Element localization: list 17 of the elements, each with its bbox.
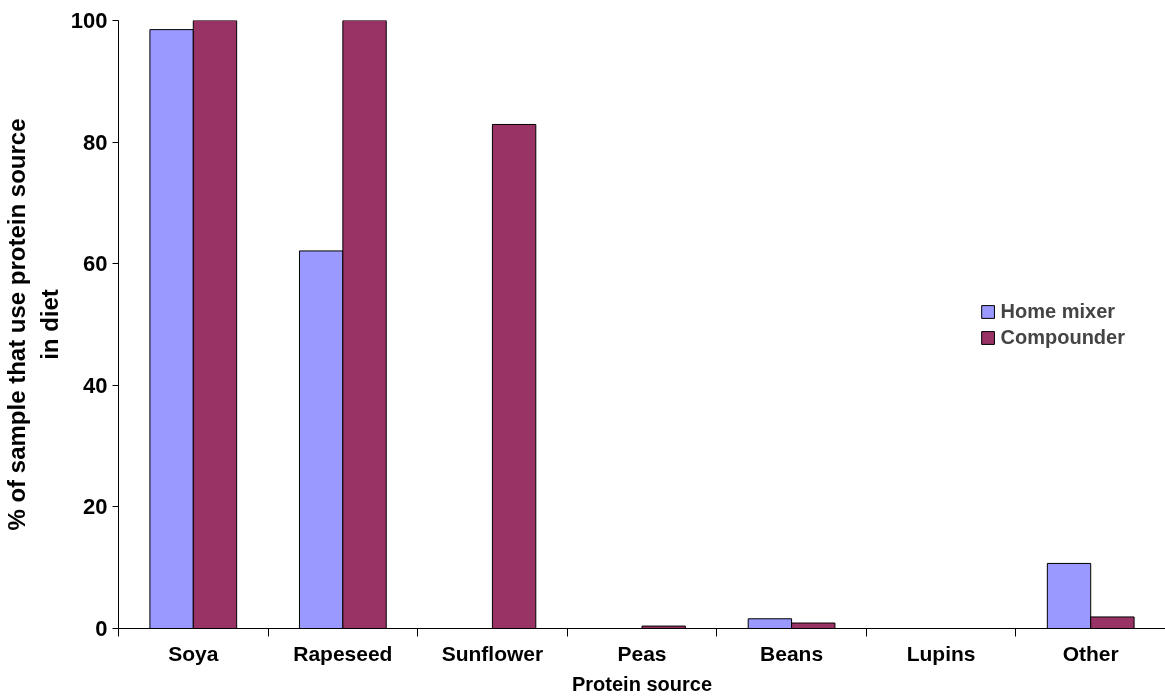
x-tick-label: Lupins	[906, 641, 976, 665]
y-tick-label: 20	[83, 494, 108, 520]
x-tick-label: Other	[1062, 641, 1119, 665]
y-tick-label: 40	[83, 372, 108, 398]
legend-label: Compounder	[1000, 325, 1125, 349]
x-tick-label: Rapeseed	[293, 641, 393, 665]
legend-label: Home mixer	[1000, 299, 1116, 323]
x-axis-title: Protein source	[571, 672, 713, 695]
x-tick-label: Soya	[168, 641, 219, 665]
x-tick-label: Sunflower	[441, 641, 544, 665]
y-tick-label: 80	[83, 129, 108, 155]
y-tick-label: 60	[83, 251, 108, 277]
y-tick-label: 100	[70, 8, 108, 33]
x-tick-label: Peas	[617, 641, 667, 665]
y-tick-label: 0	[95, 616, 108, 641]
y-axis-title: % of sample that use protein source in diet	[3, 118, 63, 531]
x-tick-label: Beans	[760, 641, 824, 665]
